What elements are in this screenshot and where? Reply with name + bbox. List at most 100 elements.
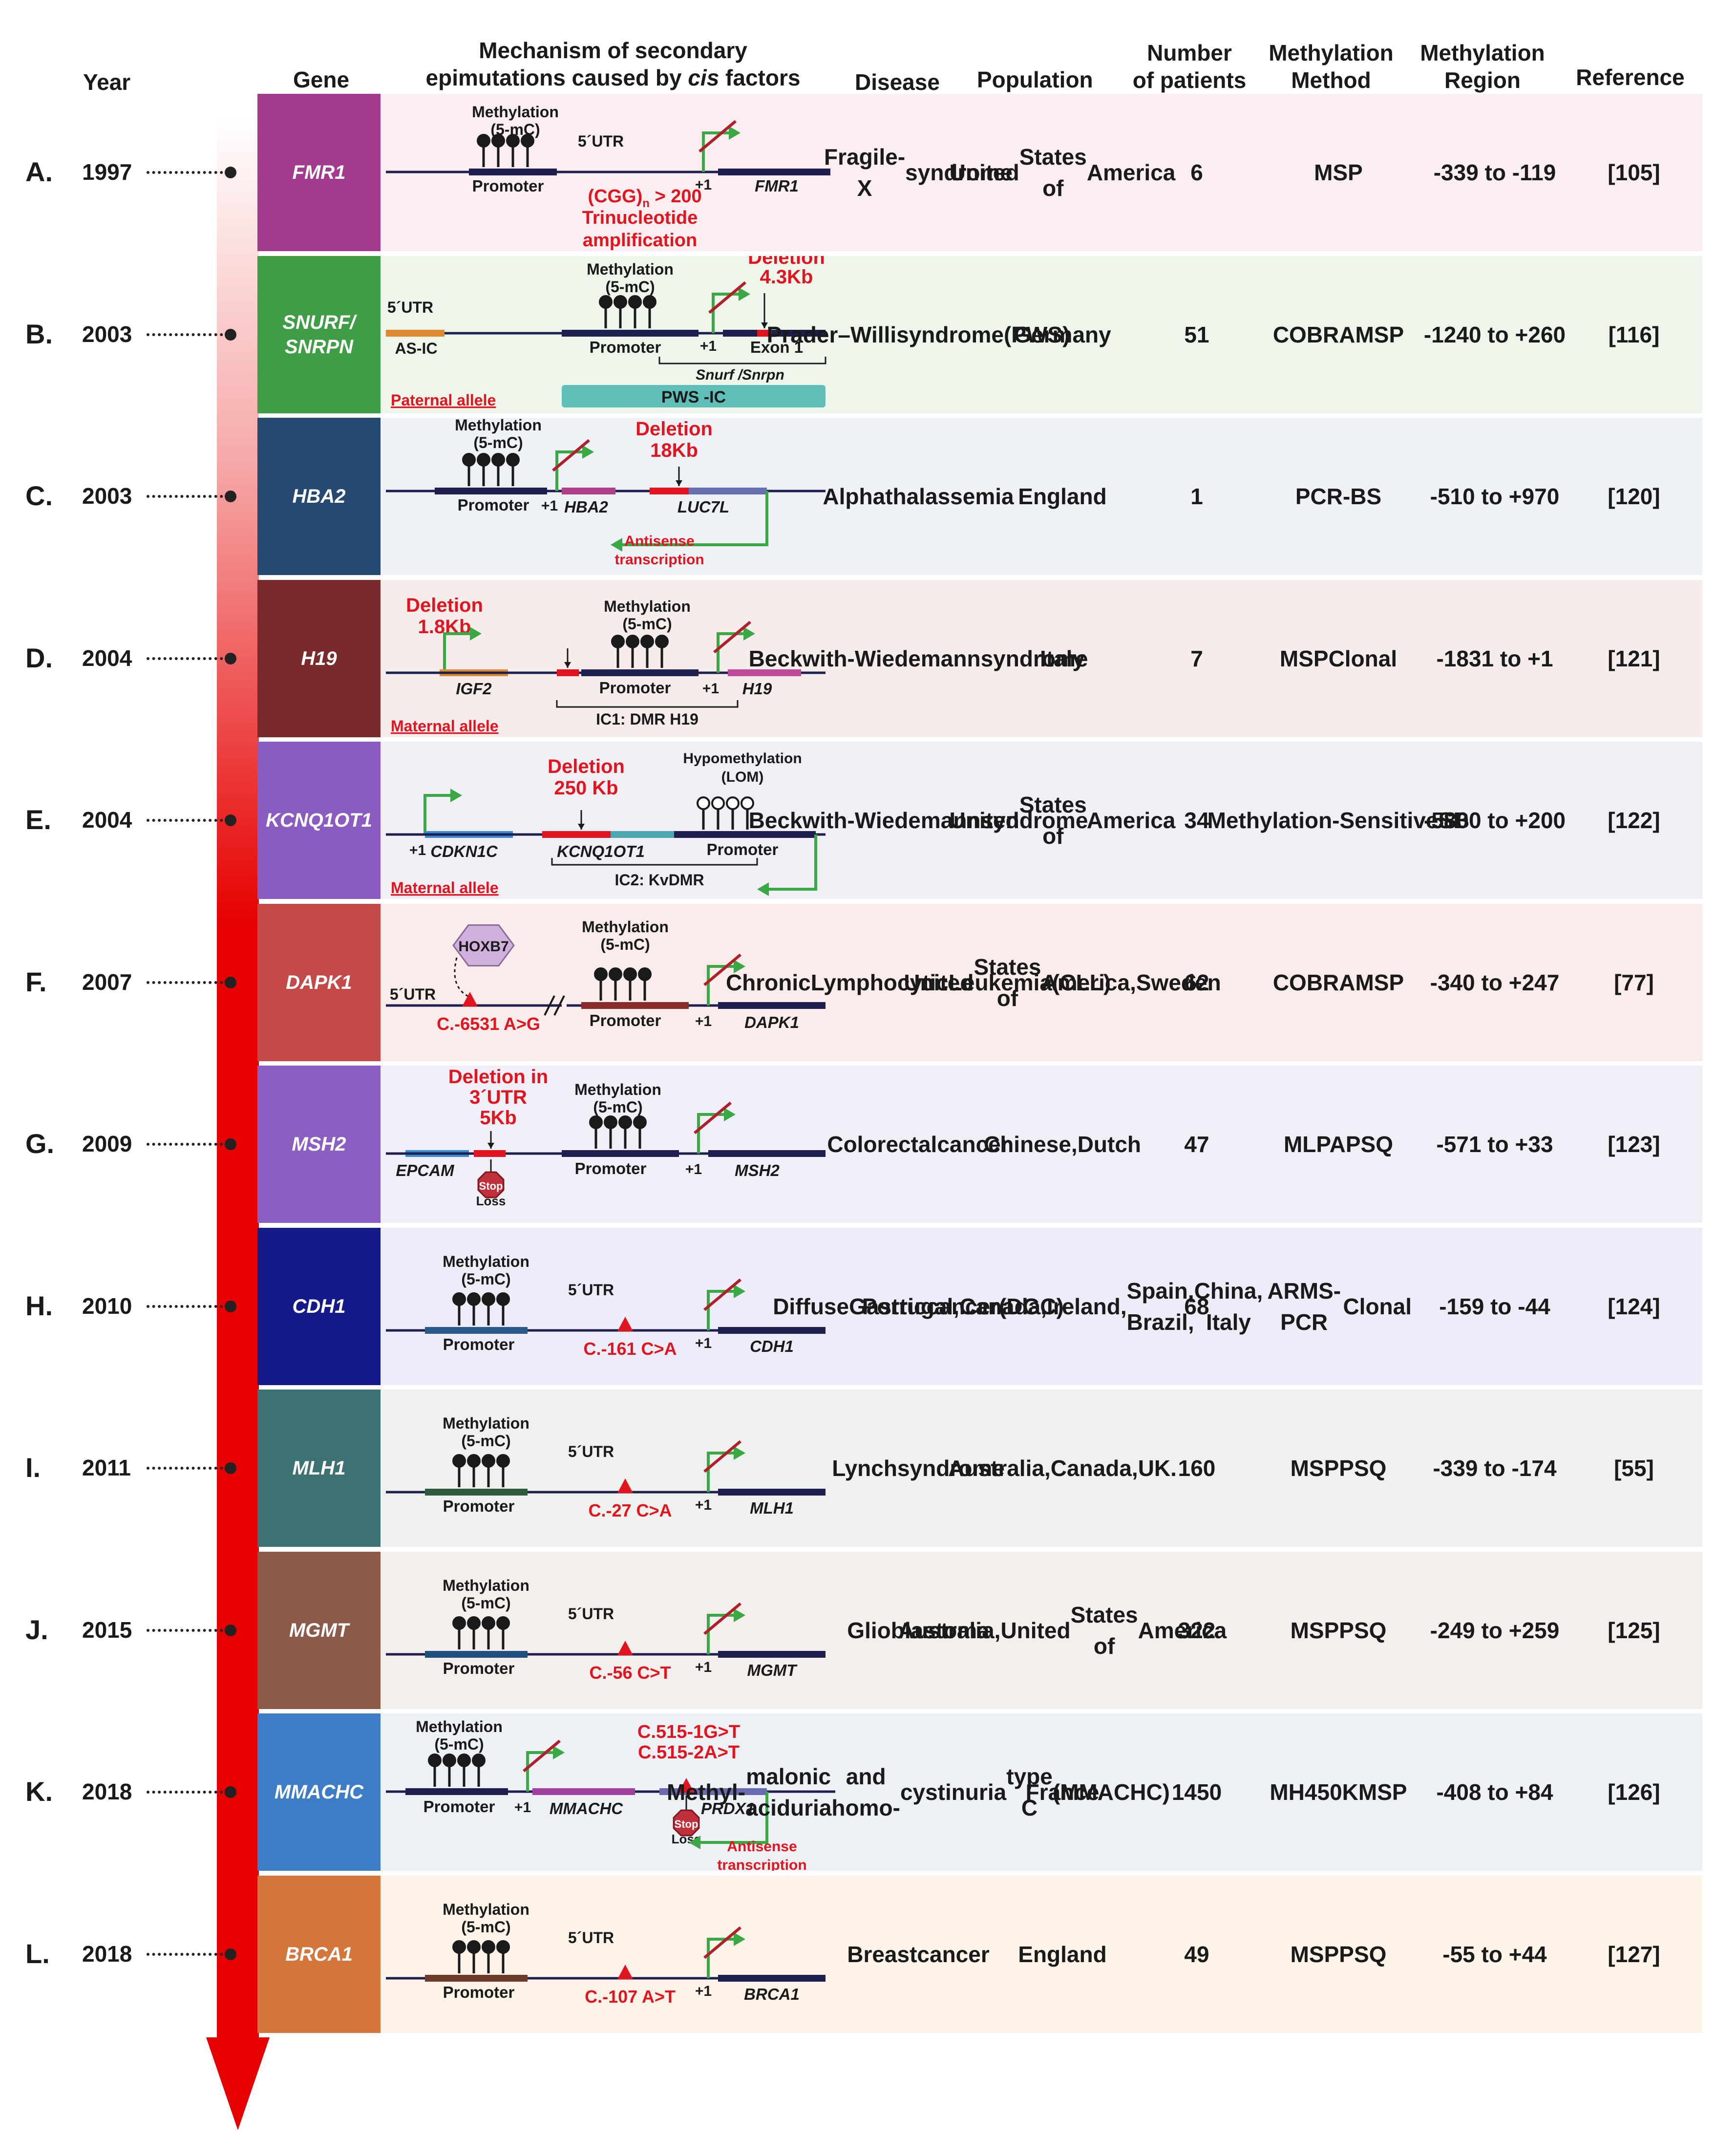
row-a-timeline-connector — [147, 171, 229, 174]
dna-segment — [562, 488, 615, 494]
row-h-timeline-connector — [147, 1305, 229, 1308]
row-g-population: Chinese, Dutch — [983, 1132, 1142, 1157]
region-bracket — [658, 357, 826, 364]
tss-arrowhead — [734, 1932, 745, 1946]
methylated-cpg — [467, 1940, 481, 1954]
methylated-cpg — [638, 967, 652, 981]
dna-segment — [718, 1975, 826, 1982]
diagram-label: (5-mC) — [593, 1098, 642, 1116]
dna-segment — [562, 1150, 679, 1157]
diagram-label: KCNQ1OT1 — [557, 842, 645, 860]
row-k-letter: K. — [25, 1776, 53, 1807]
methylated-cpg — [491, 134, 505, 148]
diagram-label: Promoter — [575, 1159, 647, 1177]
tss-arrow — [423, 794, 452, 834]
diagram-label: Antisense — [624, 533, 694, 549]
dna-segment — [425, 1651, 528, 1658]
row-j-disease: Glioblastoma — [847, 1618, 990, 1643]
diagram-label: C.-107 A>T — [585, 1987, 676, 2007]
repeat-expansion-label: (CGG)n > 200 — [588, 186, 701, 210]
row-b-population: Germany — [1014, 322, 1111, 347]
pointer-arrowhead — [564, 662, 571, 668]
dna-segment — [689, 488, 767, 494]
diagram-label: +1 — [702, 681, 719, 697]
diagram-label: Exon 1 — [750, 338, 803, 356]
row-h-region: -159 to -44 — [1439, 1294, 1550, 1319]
row-k-method: MH450K MSP — [1270, 1779, 1407, 1805]
break-mark — [544, 995, 555, 1016]
diagram-label: Deletion — [406, 595, 483, 616]
diagram-label: PWS -IC — [661, 388, 726, 406]
row-f-patients: 62 — [1184, 970, 1209, 995]
variant-marker — [617, 1641, 633, 1655]
diagram-label: BRCA1 — [744, 1985, 800, 2003]
diagram-label: (5-mC) — [434, 1735, 484, 1753]
diagram-label: Methylation — [443, 1901, 529, 1918]
row-a-reference: [105] — [1608, 160, 1660, 185]
row-l-patients: 49 — [1184, 1942, 1209, 1967]
diagram-label: CDH1 — [750, 1337, 794, 1355]
diagram-label: C.515-1G>T — [637, 1722, 740, 1742]
diagram-label: Methylation — [455, 418, 542, 434]
dna-segment — [469, 169, 557, 175]
dna-segment — [532, 1788, 635, 1795]
row-b-background — [257, 256, 1702, 413]
row-d-patients: 7 — [1190, 646, 1203, 671]
row-f-year: 2007 — [82, 969, 132, 995]
row-d-timeline-dot — [225, 653, 236, 664]
methylated-cpg — [628, 295, 642, 309]
row-e-year: 2004 — [82, 807, 132, 833]
row-b-patients: 51 — [1184, 322, 1209, 347]
row-h-gene: CDH1 — [257, 1228, 381, 1385]
row-c-reference: [120] — [1608, 484, 1660, 509]
dna-segment — [708, 1150, 826, 1157]
silenced-slash — [703, 1440, 741, 1473]
row-k-population: France — [1025, 1779, 1100, 1805]
dna-segment — [723, 330, 826, 337]
tss-arrowhead — [734, 1284, 745, 1298]
diagram-label: H19 — [742, 680, 772, 698]
diagram-label: +1 — [695, 1659, 712, 1675]
row-k-year: 2018 — [82, 1779, 132, 1804]
diagram-label: 18Kb — [650, 440, 698, 461]
silenced-slash — [703, 1602, 741, 1635]
row-i-timeline-dot — [225, 1462, 236, 1474]
row-l-timeline-connector — [147, 1953, 229, 1956]
row-g-background — [257, 1066, 1702, 1223]
row-c-region: -510 to +970 — [1430, 484, 1560, 509]
row-c-mechanism-diagram: Methylation(5-mC) Promoter +1 HBA2 Deletion1… — [386, 418, 826, 568]
diagram-label: (5-mC) — [622, 615, 672, 633]
row-h-background — [257, 1228, 1702, 1385]
methylated-cpg — [452, 1292, 466, 1306]
row-b-reference: [116] — [1608, 322, 1660, 347]
row-b-timeline-connector — [147, 333, 229, 336]
row-d-gene: H19 — [257, 580, 381, 737]
row-l-region: -55 to +44 — [1442, 1942, 1547, 1967]
row-b-timeline-dot — [225, 329, 236, 341]
header-disease: Disease — [855, 69, 940, 95]
tss-arrowhead — [470, 627, 482, 641]
dna-segment — [542, 831, 611, 838]
diagram-label: 3´UTR — [469, 1087, 527, 1108]
methylated-cpg — [643, 295, 656, 309]
row-a-method: MSP — [1314, 160, 1363, 185]
diagram-label: 250 Kb — [554, 777, 618, 799]
diagram-label: 5´UTR — [387, 299, 433, 316]
row-l-year: 2018 — [82, 1941, 132, 1967]
diagram-label: Methylation — [574, 1081, 661, 1098]
row-h-year: 2010 — [82, 1293, 132, 1319]
row-j-gene: MGMT — [257, 1552, 381, 1709]
row-b-gene: SNURF/ SNRPN — [257, 256, 381, 413]
row-e-background — [257, 742, 1702, 899]
diagram-label: +1 — [700, 338, 717, 354]
unmethylated-cpg — [711, 796, 725, 810]
tss-arrow — [707, 1938, 736, 1978]
dna-segment — [718, 1002, 826, 1009]
methylated-cpg — [655, 635, 669, 648]
diagram-label: (LOM) — [721, 769, 764, 785]
row-h-disease: Diffuse Gastric cancer (DGC) — [773, 1294, 1064, 1319]
row-j-timeline-dot — [225, 1625, 236, 1636]
